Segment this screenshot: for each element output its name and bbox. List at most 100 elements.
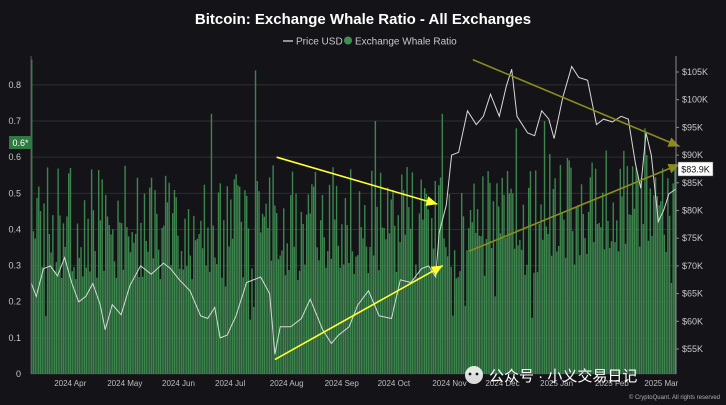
whale-ratio-bar	[184, 218, 186, 374]
whale-ratio-bar	[635, 167, 637, 374]
whale-ratio-bar	[624, 243, 627, 374]
whale-ratio-bar	[196, 238, 199, 374]
whale-ratio-bar	[616, 220, 618, 374]
whale-ratio-bar	[201, 248, 204, 374]
watermark-text: 公众号 · 小义交易日记	[489, 367, 637, 385]
whale-ratio-bar	[263, 216, 266, 374]
whale-ratio-bar	[674, 167, 676, 374]
whale-ratio-bar	[471, 222, 473, 374]
whale-ratio-bar	[60, 278, 63, 374]
whale-ratio-bar	[376, 206, 378, 374]
whale-ratio-bar	[163, 225, 165, 374]
left-tick-label: 0.5	[8, 188, 21, 198]
whale-ratio-bar	[462, 216, 465, 374]
trend-arrow-line	[274, 264, 444, 361]
whale-ratio-bar	[596, 224, 599, 374]
whale-ratio-bar	[667, 178, 669, 374]
whale-ratio-bar	[62, 223, 65, 374]
whale-ratio-bar	[478, 235, 481, 374]
whale-ratio-bar	[660, 201, 662, 374]
whale-ratio-bar	[217, 192, 220, 374]
whale-ratio-bar	[238, 186, 241, 374]
whale-ratio-bar	[466, 250, 468, 374]
whale-ratio-bar	[510, 188, 512, 374]
whale-ratio-bar	[171, 213, 174, 374]
whale-ratio-bar	[512, 193, 514, 374]
whale-ratio-bar	[547, 233, 549, 374]
whale-ratio-bar	[603, 249, 606, 374]
whale-ratio-bar	[483, 275, 486, 374]
x-tick-label: 2025 Feb	[595, 379, 629, 388]
watermark: 公众号 · 小义交易日记	[465, 366, 637, 385]
whale-ratio-bar	[388, 233, 391, 374]
whale-ratio-bar	[383, 227, 385, 374]
whale-ratio-bar	[78, 257, 80, 374]
whale-ratio-bar	[570, 167, 572, 374]
whale-ratio-bar	[533, 272, 535, 374]
whale-ratio-bar	[45, 316, 47, 374]
trend-arrow-line	[472, 58, 680, 148]
whale-ratio-bar	[258, 191, 260, 374]
right-tick-label: $105K	[682, 67, 708, 77]
whale-ratio-bar	[501, 177, 503, 374]
whale-ratio-bar	[559, 164, 562, 374]
whale-ratio-bar	[665, 251, 667, 374]
whale-ratio-bar	[177, 235, 179, 374]
whale-ratio-bar	[355, 256, 357, 374]
whale-ratio-bar	[607, 220, 609, 374]
whale-ratio-bar	[247, 228, 250, 374]
whale-ratio-bar	[219, 183, 221, 374]
whale-ratio-bar	[207, 227, 209, 374]
whale-ratio-bar	[99, 220, 102, 374]
whale-ratio-bar	[503, 194, 505, 374]
whale-ratio-bar	[31, 59, 33, 375]
whale-ratio-bar	[455, 278, 458, 374]
left-tick-label: 0.3	[8, 261, 21, 271]
whale-ratio-bar	[473, 183, 475, 374]
whale-ratio-bar	[566, 158, 569, 374]
chart-title: Bitcoin: Exchange Whale Ratio - All Exch…	[195, 11, 531, 28]
whale-ratio-bar	[601, 192, 604, 374]
whale-ratio-bar	[34, 238, 36, 374]
whale-ratio-bar	[656, 196, 659, 374]
legend-ratio: Exchange Whale Ratio	[355, 37, 457, 48]
whale-ratio-bar	[445, 247, 447, 374]
whale-ratio-bar	[637, 174, 639, 374]
whale-ratio-bar	[436, 272, 438, 374]
whale-ratio-bar	[312, 186, 315, 374]
whale-ratio-bar	[168, 182, 170, 374]
whale-ratio-bar	[113, 261, 116, 374]
whale-ratio-bar	[402, 190, 405, 374]
whale-ratio-bar	[492, 201, 495, 374]
right-tick-label: $60K	[682, 316, 703, 326]
whale-ratio-bar	[38, 186, 40, 374]
whale-ratio-bar	[330, 258, 332, 374]
whale-ratio-bar	[307, 194, 310, 374]
left-tick-label: 0.2	[8, 297, 21, 307]
whale-ratio-bar	[265, 203, 267, 374]
whale-ratio-bar	[374, 121, 377, 374]
whale-ratio-bar	[399, 242, 401, 374]
whale-ratio-bar	[365, 246, 368, 374]
whale-ratio-bar	[663, 234, 666, 374]
whale-ratio-bar	[112, 229, 114, 374]
whale-ratio-bar	[508, 193, 510, 374]
whale-ratio-bar	[411, 172, 414, 374]
whale-ratio-bar	[464, 305, 466, 374]
whale-ratio-bar	[536, 272, 539, 374]
whale-ratio-bar	[302, 223, 304, 374]
whale-ratio-bar	[115, 277, 117, 374]
whale-ratio-bar	[186, 266, 188, 374]
left-tick-label: 0.7	[8, 116, 21, 126]
whale-ratio-bar	[522, 204, 525, 374]
whale-ratio-bar	[275, 212, 278, 374]
whale-ratio-bar	[182, 269, 184, 374]
x-tick-label: 2024 Aug	[270, 379, 304, 388]
whale-ratio-bar	[612, 202, 614, 374]
whale-ratio-bar	[288, 270, 290, 374]
whale-ratio-bar	[267, 227, 269, 374]
whale-ratio-bar	[453, 250, 456, 374]
whale-ratio-bar	[71, 271, 73, 374]
wechat-icon	[465, 366, 483, 384]
